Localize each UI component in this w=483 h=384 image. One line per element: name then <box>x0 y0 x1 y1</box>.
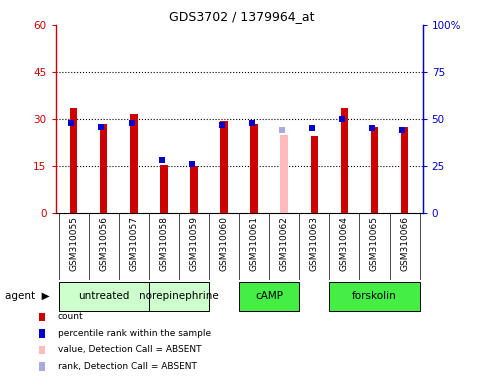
Bar <box>58 282 149 311</box>
Text: GSM310055: GSM310055 <box>69 217 78 271</box>
Bar <box>149 282 209 311</box>
Text: norepinephrine: norepinephrine <box>139 291 219 301</box>
Text: GSM310061: GSM310061 <box>250 217 258 271</box>
Bar <box>311 136 318 213</box>
Bar <box>239 282 299 311</box>
Text: GSM310060: GSM310060 <box>220 217 228 271</box>
Bar <box>329 282 420 311</box>
Bar <box>160 164 168 213</box>
Bar <box>100 124 107 213</box>
Bar <box>341 108 348 213</box>
Text: untreated: untreated <box>78 291 129 301</box>
Bar <box>130 114 138 213</box>
Text: GSM310058: GSM310058 <box>159 217 169 271</box>
Text: GDS3702 / 1379964_at: GDS3702 / 1379964_at <box>169 10 314 23</box>
Bar <box>329 282 420 311</box>
Text: GSM310059: GSM310059 <box>189 217 199 271</box>
Bar <box>401 127 408 213</box>
Bar <box>58 282 149 311</box>
Bar <box>371 127 378 213</box>
Text: value, Detection Call = ABSENT: value, Detection Call = ABSENT <box>58 345 201 354</box>
Bar <box>250 124 258 213</box>
Bar <box>281 135 288 213</box>
Bar <box>70 108 77 213</box>
Bar <box>220 121 228 213</box>
Text: percentile rank within the sample: percentile rank within the sample <box>58 329 211 338</box>
Text: GSM310062: GSM310062 <box>280 217 289 271</box>
Text: cAMP: cAMP <box>255 291 283 301</box>
Bar <box>190 166 198 213</box>
Text: GSM310066: GSM310066 <box>400 217 409 271</box>
Text: agent  ▶: agent ▶ <box>5 291 49 301</box>
Text: GSM310063: GSM310063 <box>310 217 319 271</box>
Text: GSM310056: GSM310056 <box>99 217 108 271</box>
Text: GSM310064: GSM310064 <box>340 217 349 271</box>
Bar <box>149 282 209 311</box>
Bar <box>239 282 299 311</box>
Text: forskolin: forskolin <box>352 291 397 301</box>
Text: rank, Detection Call = ABSENT: rank, Detection Call = ABSENT <box>58 362 197 371</box>
Text: count: count <box>58 312 84 321</box>
Text: GSM310057: GSM310057 <box>129 217 138 271</box>
Text: GSM310065: GSM310065 <box>370 217 379 271</box>
